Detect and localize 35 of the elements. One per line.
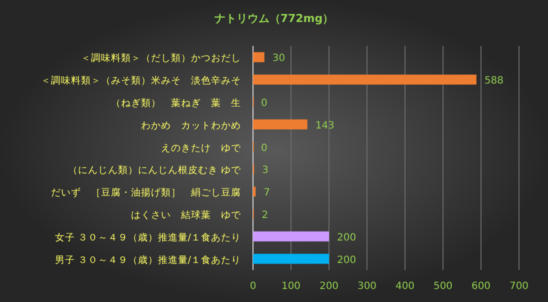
y-tick-label: 男子 ３０～４９（歳）推進量/１食あたり	[54, 254, 241, 266]
data-label: 7	[264, 188, 270, 199]
data-label: 0	[261, 98, 268, 109]
bar	[253, 52, 264, 62]
data-label: 0	[261, 142, 268, 154]
bar	[253, 74, 476, 85]
x-tick-label: 300	[357, 281, 377, 292]
y-tick-label: 女子 ３０～４９（歳）推進量/１食あたり	[54, 231, 241, 244]
x-tick-label: 700	[509, 281, 529, 292]
y-tick-label: （にんじん類）にんじん根皮むき ゆで	[68, 164, 242, 176]
y-tick-label: だいず ［豆腐・油揚げ類］ 絹ごし豆腐	[51, 186, 241, 199]
bar	[253, 231, 329, 242]
y-tick-label: ＜調味料類＞（だし類）かつおだし	[81, 52, 241, 64]
y-tick-label: えのきたけ ゆで	[161, 142, 242, 154]
bar	[253, 186, 256, 197]
bar	[253, 254, 329, 264]
chart-title: ナトリウム（772mg）	[214, 12, 334, 25]
data-label: 588	[484, 76, 504, 87]
x-tick-label: 400	[395, 281, 415, 292]
x-tick-label: 200	[319, 281, 339, 292]
x-tick-label: 600	[471, 281, 491, 292]
y-tick-label: はくさい 結球葉 ゆで	[131, 209, 242, 221]
x-tick-label: 100	[281, 281, 301, 292]
bar	[253, 119, 308, 130]
x-tick-label: 500	[433, 281, 453, 292]
data-label: 30	[272, 53, 286, 64]
data-label: 3	[262, 165, 269, 176]
data-label: 143	[315, 120, 334, 132]
data-label: 2	[262, 210, 268, 221]
y-tick-label: （ねぎ類） 葉ねぎ 葉 生	[111, 97, 241, 109]
x-tick-label: 0	[250, 281, 256, 292]
data-label: 200	[337, 254, 356, 266]
y-tick-label: ＜調味料類＞（みそ類）米みそ 淡色辛みそ	[41, 74, 241, 87]
y-tick-label: わかめ カットわかめ	[141, 120, 241, 132]
data-label: 200	[337, 232, 356, 244]
